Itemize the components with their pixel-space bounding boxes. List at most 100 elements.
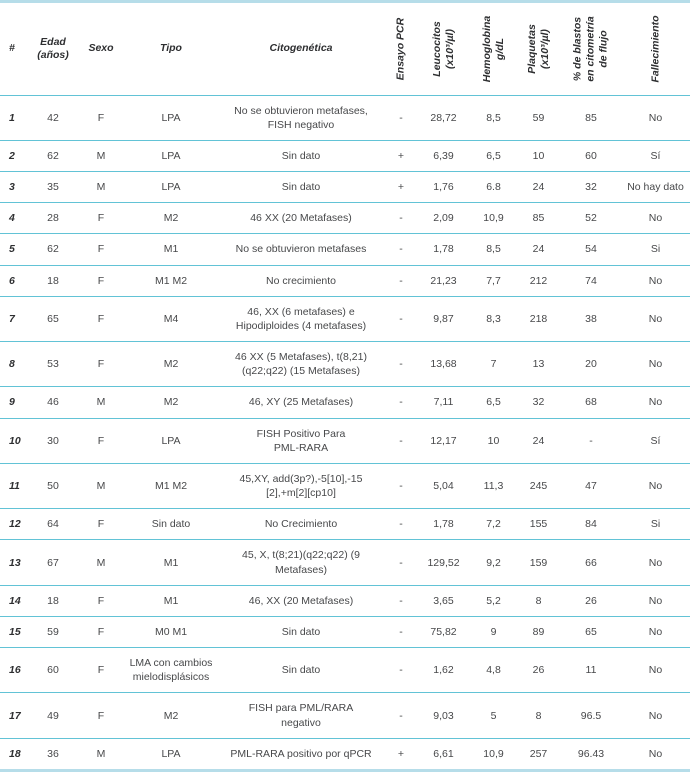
table-row: 3 35 M LPA Sin dato +1,76 6.8 24 32 No hay dato <box>0 171 690 204</box>
table-row: 17 49 F M2 FISH para PML/RARA negativo -9,03 5… <box>0 692 690 739</box>
cell-leu: 9,87 <box>416 296 471 343</box>
table-row: 11 50 M M1 M2 45,XY, add(3p?),-5[10],-15 [2]… <box>0 463 690 510</box>
cell-sexo: F <box>76 296 126 343</box>
column-header-cito: Citogenética <box>216 3 386 96</box>
cell-pcr: - <box>386 692 416 739</box>
cell-sexo: F <box>76 265 126 297</box>
cell-blastos: 96.5 <box>561 692 621 739</box>
cell-tipo: M4 <box>126 296 216 343</box>
cell-pcr: - <box>386 296 416 343</box>
header-row: # Edad (años) Sexo Tipo Citogenética Ensayo P… <box>0 3 690 96</box>
cell-edad: 36 <box>30 738 76 769</box>
cell-fall: No <box>621 296 690 343</box>
column-header-tipo: Tipo <box>126 3 216 96</box>
cell-edad: 35 <box>30 171 76 204</box>
table-row: 10 30 F LPA FISH Positivo Para PML-RARA -12,1… <box>0 418 690 464</box>
table-row: 13 67 M M1 45, X, t(8;21)(q22;q22) (9 Metafa… <box>0 539 690 586</box>
cell-sexo: F <box>76 202 126 235</box>
cell-num: 9 <box>0 386 30 419</box>
cell-edad: 50 <box>30 463 76 510</box>
column-header-leu: Leucocitos (x10³/µl) <box>416 3 471 96</box>
column-header-pcr: Ensayo PCR <box>386 3 416 96</box>
cell-blastos: 32 <box>561 171 621 204</box>
cell-blastos: 66 <box>561 539 621 586</box>
cell-hgb: 7,2 <box>471 508 516 541</box>
cell-fall: No <box>621 585 690 617</box>
column-header-label: Plaquetas (x10³/µl) <box>525 23 551 74</box>
column-header-label: % de blastos en citometría de flujo <box>571 16 610 82</box>
cell-num: 2 <box>0 140 30 173</box>
cell-hgb: 8,5 <box>471 233 516 266</box>
cell-plq: 159 <box>516 539 561 586</box>
cell-sexo: F <box>76 95 126 141</box>
cell-leu: 13,68 <box>416 341 471 388</box>
cell-plq: 85 <box>516 202 561 235</box>
column-header-label: Fallecimiento <box>648 15 661 83</box>
cell-fall: No <box>621 539 690 586</box>
cell-edad: 18 <box>30 265 76 297</box>
cell-pcr: - <box>386 341 416 388</box>
cell-sexo: F <box>76 585 126 617</box>
cell-pcr: - <box>386 95 416 141</box>
cell-blastos: 60 <box>561 140 621 173</box>
cell-tipo: Sin dato <box>126 508 216 541</box>
cell-tipo: LPA <box>126 140 216 173</box>
table-row: 1 42 F LPA No se obtuvieron metafases, FISH … <box>0 95 690 141</box>
cell-edad: 30 <box>30 418 76 464</box>
cell-edad: 62 <box>30 233 76 266</box>
cell-blastos: 96.43 <box>561 738 621 769</box>
cell-hgb: 7,7 <box>471 265 516 297</box>
cell-cito: Sin dato <box>216 616 386 649</box>
cell-sexo: F <box>76 616 126 649</box>
cell-tipo: LPA <box>126 171 216 204</box>
cell-plq: 13 <box>516 341 561 388</box>
cell-plq: 245 <box>516 463 561 510</box>
cell-hgb: 9,2 <box>471 539 516 586</box>
table-row: 8 53 F M2 46 XX (5 Metafases), t(8,21) (q22;… <box>0 341 690 388</box>
cell-num: 14 <box>0 585 30 617</box>
cell-pcr: - <box>386 265 416 297</box>
cell-tipo: M2 <box>126 202 216 235</box>
cell-sexo: M <box>76 386 126 419</box>
cell-fall: No <box>621 386 690 419</box>
cell-tipo: LPA <box>126 418 216 464</box>
cell-fall: Si <box>621 233 690 266</box>
cell-blastos: 84 <box>561 508 621 541</box>
table-row: 15 59 F M0 M1 Sin dato -75,82 9 89 65 No <box>0 616 690 649</box>
cell-edad: 60 <box>30 647 76 694</box>
cell-tipo: M1 <box>126 233 216 266</box>
cell-sexo: F <box>76 692 126 739</box>
cell-blastos: 65 <box>561 616 621 649</box>
table-row: 7 65 F M4 46, XX (6 metafases) e Hipodiploid… <box>0 296 690 343</box>
cell-cito: FISH Positivo Para PML-RARA <box>216 418 386 464</box>
cell-num: 17 <box>0 692 30 739</box>
cell-leu: 3,65 <box>416 585 471 617</box>
table-row: 5 62 F M1 No se obtuvieron metafases -1,78 8,5… <box>0 233 690 266</box>
cell-leu: 12,17 <box>416 418 471 464</box>
cell-hgb: 11,3 <box>471 463 516 510</box>
cell-cito: Sin dato <box>216 140 386 173</box>
cell-cito: No crecimiento <box>216 265 386 297</box>
cell-plq: 257 <box>516 738 561 769</box>
cell-pcr: - <box>386 539 416 586</box>
cell-pcr: - <box>386 418 416 464</box>
cell-cito: 46, XY (25 Metafases) <box>216 386 386 419</box>
cell-blastos: 68 <box>561 386 621 419</box>
cell-blastos: 52 <box>561 202 621 235</box>
cell-pcr: - <box>386 508 416 541</box>
cell-cito: No se obtuvieron metafases <box>216 233 386 266</box>
cell-num: 1 <box>0 95 30 141</box>
cell-fall: No <box>621 738 690 769</box>
cell-leu: 129,52 <box>416 539 471 586</box>
cell-cito: No Crecimiento <box>216 508 386 541</box>
cell-leu: 9,03 <box>416 692 471 739</box>
table-row: 16 60 F LMA con cambios mielodisplásicos Sin… <box>0 647 690 694</box>
table-row: 12 64 F Sin dato No Crecimiento -1,78 7,2 155 84… <box>0 508 690 541</box>
cell-fall: No <box>621 265 690 297</box>
cell-edad: 28 <box>30 202 76 235</box>
cell-num: 5 <box>0 233 30 266</box>
cell-tipo: LMA con cambios mielodisplásicos <box>126 647 216 694</box>
cell-blastos: 85 <box>561 95 621 141</box>
cell-plq: 89 <box>516 616 561 649</box>
cell-sexo: F <box>76 233 126 266</box>
